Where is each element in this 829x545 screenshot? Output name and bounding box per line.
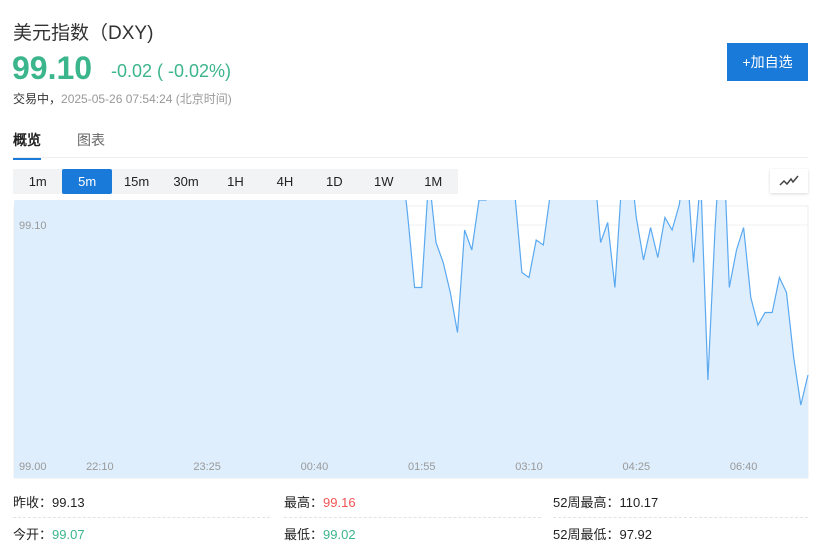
stat-52w-high: 52周最高：110.17 bbox=[553, 492, 658, 511]
period-selector: 1m 5m 15m 30m 1H 4H 1D 1W 1M bbox=[13, 169, 458, 194]
period-1m[interactable]: 1m bbox=[28, 174, 47, 189]
y-tick-label: 99.00 bbox=[19, 461, 47, 473]
stat-value: 110.17 bbox=[619, 495, 659, 510]
stat-52w-low: 52周最低：97.92 bbox=[553, 524, 652, 543]
period-30m[interactable]: 30m bbox=[173, 174, 199, 189]
timezone: (北京时间) bbox=[175, 92, 232, 106]
price-area bbox=[14, 200, 808, 478]
status-label: 交易中， bbox=[13, 92, 62, 106]
stat-high: 最高：99.16 bbox=[284, 492, 356, 511]
period-1mo[interactable]: 1M bbox=[424, 174, 443, 189]
period-15m[interactable]: 15m bbox=[123, 174, 150, 189]
x-tick-label: 22:10 bbox=[86, 461, 114, 473]
period-4h[interactable]: 4H bbox=[276, 174, 294, 189]
stat-value: 99.07 bbox=[52, 527, 85, 542]
stat-value: 97.92 bbox=[619, 527, 653, 542]
divider bbox=[553, 517, 808, 518]
stat-open: 今开：99.07 bbox=[13, 524, 85, 543]
x-tick-label: 04:25 bbox=[623, 461, 651, 473]
period-5m[interactable]: 5m bbox=[62, 169, 112, 194]
period-1h[interactable]: 1H bbox=[227, 174, 244, 189]
stat-value: 99.16 bbox=[323, 495, 356, 510]
stat-label: 52周最低： bbox=[553, 527, 620, 542]
stat-label: 52周最高： bbox=[553, 495, 620, 510]
current-price: 99.10 bbox=[12, 50, 93, 86]
stat-label: 昨收： bbox=[13, 495, 53, 510]
x-tick-label: 06:40 bbox=[730, 461, 758, 473]
price-chart: 99.0099.1099.2099.3099.4099.5022:1023:25… bbox=[13, 200, 809, 479]
y-tick-label: 99.10 bbox=[19, 220, 47, 232]
tab-bar: 概览 图表 bbox=[13, 130, 808, 160]
stat-label: 最高： bbox=[284, 495, 324, 510]
timestamp: 2025-05-26 07:54:24 bbox=[61, 92, 173, 106]
x-tick-label: 23:25 bbox=[193, 461, 221, 473]
add-watchlist-button[interactable]: +加自选 bbox=[727, 43, 808, 81]
page-title: 美元指数（DXY) bbox=[13, 23, 154, 44]
x-tick-label: 01:55 bbox=[408, 461, 436, 473]
period-1d[interactable]: 1D bbox=[326, 174, 343, 189]
stat-label: 最低： bbox=[284, 527, 324, 542]
stat-value: 99.13 bbox=[52, 495, 85, 510]
line-chart-icon bbox=[779, 175, 799, 186]
chart-type-button[interactable] bbox=[770, 169, 808, 193]
price-line bbox=[405, 200, 809, 406]
x-tick-label: 00:40 bbox=[301, 461, 329, 473]
tab-overview[interactable]: 概览 bbox=[13, 130, 41, 160]
divider bbox=[13, 517, 270, 518]
stat-value: 99.02 bbox=[323, 527, 356, 542]
stat-label: 今开： bbox=[13, 527, 53, 542]
stat-prev-close: 昨收：99.13 bbox=[13, 492, 85, 511]
divider bbox=[284, 517, 541, 518]
stat-low: 最低：99.02 bbox=[284, 524, 356, 543]
trading-status: 交易中，2025-05-26 07:54:24 (北京时间) bbox=[13, 90, 232, 107]
x-tick-label: 03:10 bbox=[515, 461, 543, 473]
tab-chart[interactable]: 图表 bbox=[77, 132, 105, 148]
period-1w[interactable]: 1W bbox=[374, 174, 394, 189]
price-change: -0.02 ( -0.02%) bbox=[111, 61, 232, 81]
